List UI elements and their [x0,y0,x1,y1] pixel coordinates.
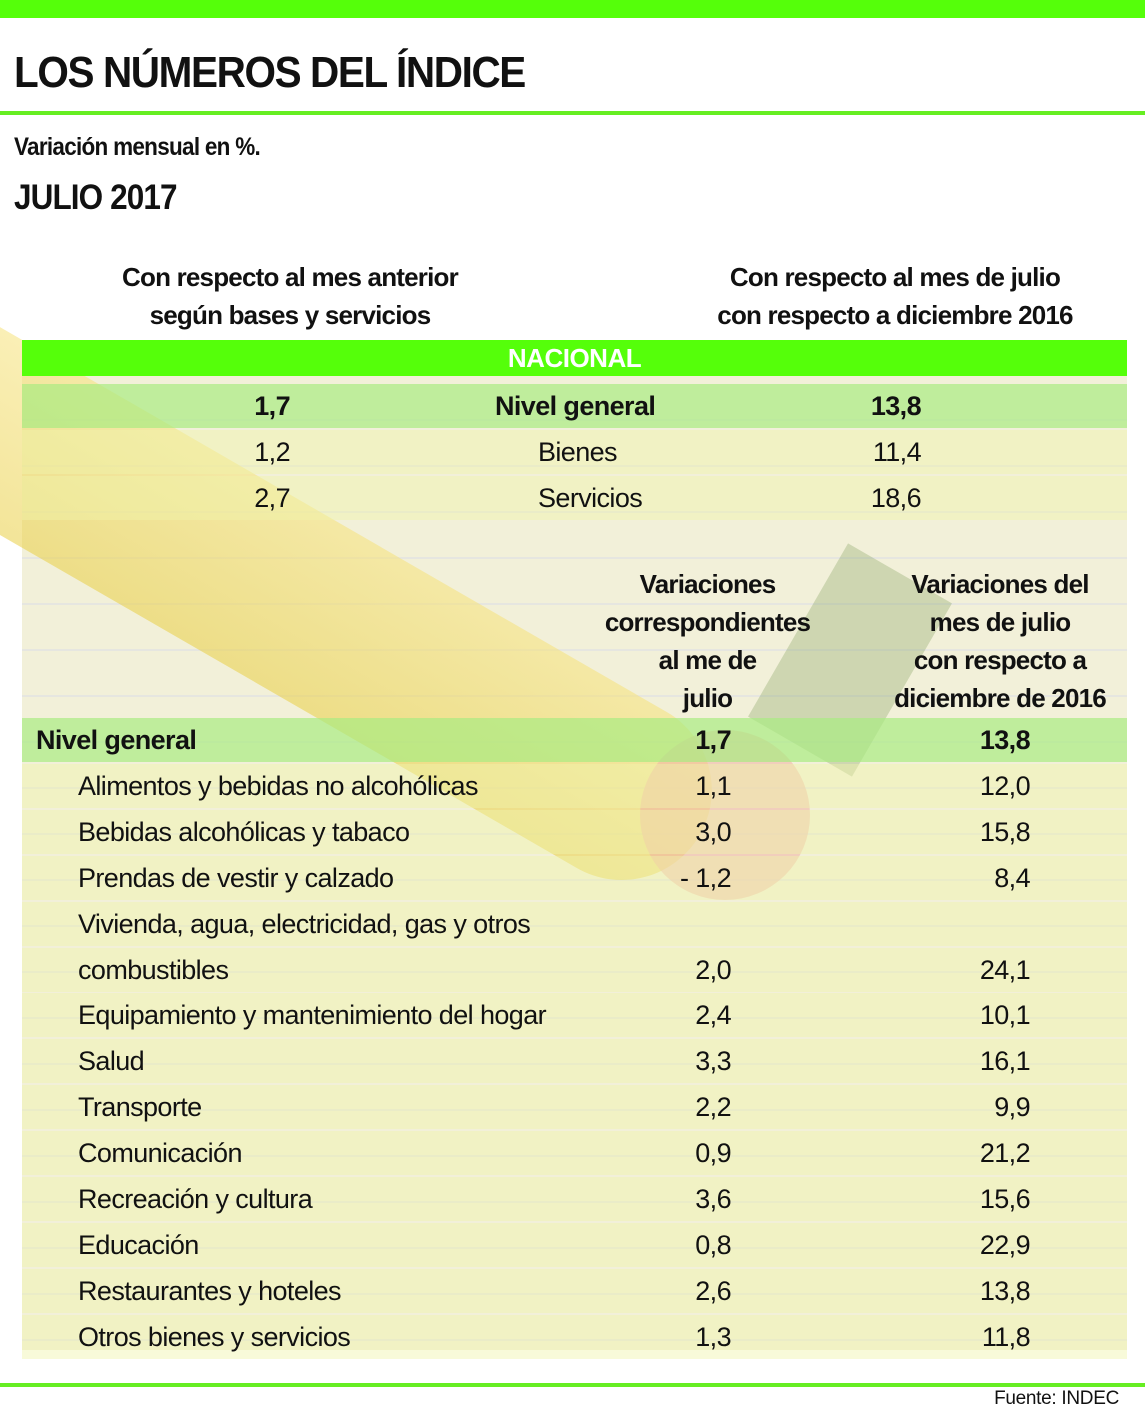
monthly-column-header: Variaciones correspondientes al me de ju… [580,565,835,717]
table-row: Otros bienes y servicios 1,3 11,8 [22,1314,1127,1359]
left-column-header: Con respecto al mes anterior según bases… [60,258,520,334]
table-row: Salud 3,3 16,1 [22,1039,1127,1084]
header-line: según bases y servicios [149,300,432,330]
row-label: Nivel general [36,725,197,755]
monthly-value: 1,1 [695,770,731,801]
table-row: 2,7 Servicios 18,6 [22,476,1127,520]
ytd-value: 15,6 [979,1184,1031,1214]
row-label: Equipamiento y mantenimiento del hogar [78,1000,547,1031]
table-row: Alimentos y bebidas no alcohólicas 1,1 12,… [22,763,1127,808]
table-row: Educación 0,8 22,9 [22,1222,1127,1267]
row-label: Transporte [78,1092,202,1123]
row-label: Vivienda, agua, electricidad, gas y otro… [78,908,531,939]
ytd-value: 16,1 [979,1046,1031,1077]
ytd-value: 10,1 [979,1000,1031,1031]
header-line: con respecto a [913,645,1087,675]
monthly-value: 1,7 [254,391,290,421]
table-row: Recreación y cultura 3,6 15,6 [22,1177,1127,1221]
monthly-value: 3,6 [695,1184,731,1214]
row-label: Restaurantes y hoteles [78,1275,342,1306]
row-label: Otros bienes y servicios [78,1321,351,1352]
ytd-value: 8,4 [994,862,1030,893]
table-row: Bebidas alcohólicas y tabaco 3,0 15,8 [22,809,1127,854]
row-label: Servicios [538,483,643,513]
header-line: Con respecto al mes anterior [122,262,459,292]
source-note: Fuente: INDEC [994,1388,1119,1409]
table-row: 1,7 Nivel general 13,8 [22,384,1127,428]
table-row: Comunicación 0,9 21,2 [22,1131,1127,1176]
header-line: correspondientes [604,607,811,637]
ytd-column-header: Variaciones del mes de julio con respect… [870,565,1130,717]
table-row: Prendas de vestir y calzado - 1,2 8,4 [22,855,1127,900]
monthly-value: 1,7 [695,725,731,755]
table-row: 1,2 Bienes 11,4 [22,430,1127,474]
monthly-value: 3,3 [695,1046,731,1077]
top-accent-bar [0,0,1145,18]
nacional-header: NACIONAL [22,340,1127,376]
table-row: Restaurantes y hoteles 2,6 13,8 [22,1268,1127,1313]
monthly-value: 0,9 [695,1138,731,1169]
monthly-value: 2,6 [695,1275,731,1306]
row-label: Salud [78,1046,145,1077]
ytd-value: 13,8 [979,1275,1031,1306]
ytd-value: 24,1 [979,954,1031,985]
monthly-value: - 1,2 [679,862,732,893]
page-title: LOS NÚMEROS DEL ÍNDICE [14,48,526,97]
row-label: Comunicación [78,1138,242,1169]
monthly-value: 1,2 [254,437,290,467]
ytd-value: 22,9 [979,1229,1031,1260]
table-row: Transporte 2,2 9,9 [22,1085,1127,1130]
right-column-header: Con respecto al mes de julio con respect… [660,258,1130,334]
header-line: Con respecto al mes de julio [729,262,1061,292]
monthly-value: 1,3 [695,1321,731,1352]
row-label: Recreación y cultura [78,1184,313,1214]
table-row: Equipamiento y mantenimiento del hogar 2,… [22,993,1127,1038]
header-line: al me de [658,645,757,675]
bottom-divider [0,1383,1145,1387]
period-label: JULIO 2017 [14,178,177,217]
ytd-value: 12,0 [979,770,1031,801]
ytd-value: 11,4 [872,437,922,467]
ytd-value: 9,9 [994,1092,1030,1123]
ytd-value: 18,6 [870,483,922,513]
header-line: julio [682,683,733,713]
monthly-value: 2,2 [695,1092,731,1123]
table-row: Vivienda, agua, electricidad, gas y otro… [22,901,1127,946]
ytd-value: 11,8 [981,1321,1031,1352]
row-label: Prendas de vestir y calzado [78,862,394,893]
ytd-value: 13,8 [870,391,922,421]
monthly-value: 2,0 [695,954,731,985]
table-row: combustibles 2,0 24,1 [22,947,1127,992]
monthly-value: 2,4 [695,1000,731,1031]
row-label: Nivel general [495,391,656,421]
monthly-value: 2,7 [254,483,290,513]
title-divider [0,111,1145,115]
row-label: Educación [78,1229,199,1260]
header-line: Variaciones [639,569,777,599]
subtitle: Variación mensual en %. [14,133,261,161]
monthly-value: 0,8 [695,1229,731,1260]
ytd-value: 21,2 [979,1138,1031,1169]
ytd-value: 13,8 [979,725,1031,755]
row-label: Bienes [538,437,618,467]
header-line: diciembre de 2016 [894,683,1107,713]
row-label: combustibles [78,954,229,985]
monthly-value: 3,0 [695,816,731,847]
header-line: mes de julio [929,607,1071,637]
ytd-value: 15,8 [979,816,1031,847]
header-line: con respecto a diciembre 2016 [717,300,1073,330]
row-label: Alimentos y bebidas no alcohólicas [78,770,478,801]
row-label: Bebidas alcohólicas y tabaco [78,816,410,847]
table-row: Nivel general 1,7 13,8 [22,718,1127,762]
header-line: Variaciones del [911,569,1089,599]
